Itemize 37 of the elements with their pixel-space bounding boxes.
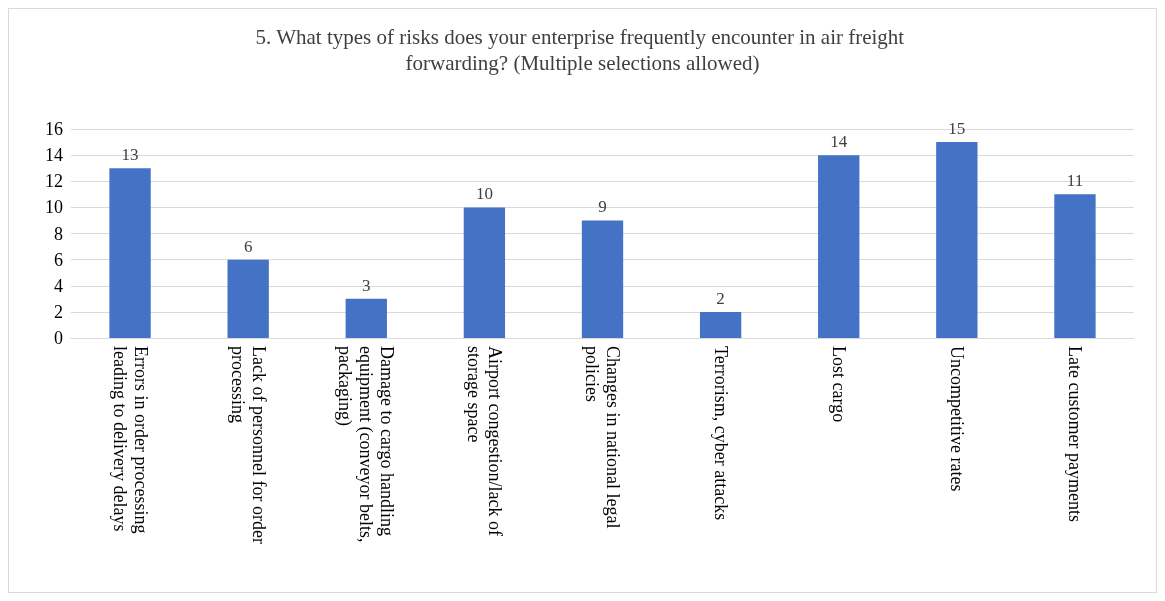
x-tick-label: Changes in national legal policies [582, 346, 623, 533]
bar [463, 207, 506, 338]
data-label: 11 [1066, 171, 1084, 191]
bar [345, 298, 387, 338]
x-tick-label: Airport congestion/lack of storage space [463, 346, 505, 541]
data-label: 6 [243, 236, 253, 256]
bar [227, 259, 269, 338]
x-tick-label: Lack of personnel for order processing [227, 346, 269, 549]
bar [936, 142, 978, 338]
data-label: 10 [475, 184, 493, 204]
y-tick-label: 2 [54, 301, 63, 322]
y-tick-label: 8 [54, 223, 63, 244]
bar [699, 311, 742, 338]
x-tick-label: Terrorism, cyber attacks [710, 346, 731, 521]
x-tick-label: Damage to cargo handling equipment (conveyor belts, packaging) [334, 346, 398, 547]
bar [818, 155, 860, 338]
bar [109, 168, 151, 338]
y-tick-label: 14 [45, 145, 63, 166]
y-tick-label: 6 [54, 249, 63, 270]
y-tick-label: 12 [45, 171, 63, 192]
data-label: 9 [598, 197, 607, 217]
data-label: 3 [362, 275, 371, 295]
x-tick-label: Lost cargo [828, 346, 849, 423]
bar [1054, 194, 1096, 338]
chart-title: 5. What types of risks does your enterprise frequently encounter in air freight forwarding? (Multiple selections allowed) [255, 25, 910, 75]
data-label: 13 [121, 145, 139, 165]
y-tick-label: 16 [45, 119, 63, 139]
x-tick-label: Errors in order processing leading to delivery delays [109, 346, 151, 538]
x-tick-label: Uncompetitive rates [946, 346, 967, 492]
data-label: 2 [716, 288, 725, 308]
y-tick-label: 10 [45, 197, 63, 218]
data-label: 14 [830, 132, 848, 152]
data-label: 15 [948, 119, 966, 139]
y-tick-label: 4 [54, 275, 63, 296]
x-tick-label: Late customer payments [1064, 346, 1085, 522]
y-tick-label: 0 [54, 328, 63, 348]
bar [581, 220, 624, 338]
